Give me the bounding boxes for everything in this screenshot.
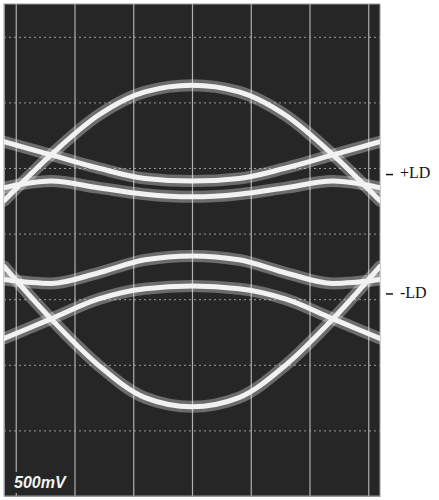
grid-line	[368, 4, 369, 496]
trace-glow	[4, 256, 380, 284]
chart: +LD -LD 500mV	[0, 0, 439, 500]
scale-label-group: 500mV	[11, 472, 70, 493]
trace	[4, 142, 380, 181]
grid-line	[251, 4, 252, 496]
x-tick	[368, 4, 369, 496]
trace	[4, 286, 380, 338]
annotations: +LD -LD 500mV	[11, 164, 430, 493]
trace	[4, 85, 380, 200]
plot-frame	[4, 4, 380, 496]
x-tick	[133, 4, 134, 496]
level-label: +LD	[400, 164, 430, 181]
scale-label: 500mV	[14, 474, 67, 491]
level-marker	[386, 293, 393, 295]
level-marker	[386, 174, 393, 176]
level-label: -LD	[400, 284, 427, 301]
trace-glow	[4, 286, 380, 338]
label-background	[11, 472, 70, 493]
x-tick	[310, 4, 311, 496]
trace-glow	[4, 85, 380, 200]
trace	[4, 256, 380, 284]
grid-line	[309, 4, 310, 496]
x-tick	[75, 4, 76, 496]
screen	[4, 4, 380, 496]
x-tick	[16, 4, 17, 496]
y-grid	[4, 5, 380, 497]
grid-line	[74, 4, 75, 496]
traces	[4, 85, 380, 406]
x-tick	[251, 4, 252, 496]
grid-line	[16, 4, 17, 496]
grid-line	[133, 4, 134, 496]
trace-glow	[4, 142, 380, 181]
x-grid	[5, 4, 381, 497]
